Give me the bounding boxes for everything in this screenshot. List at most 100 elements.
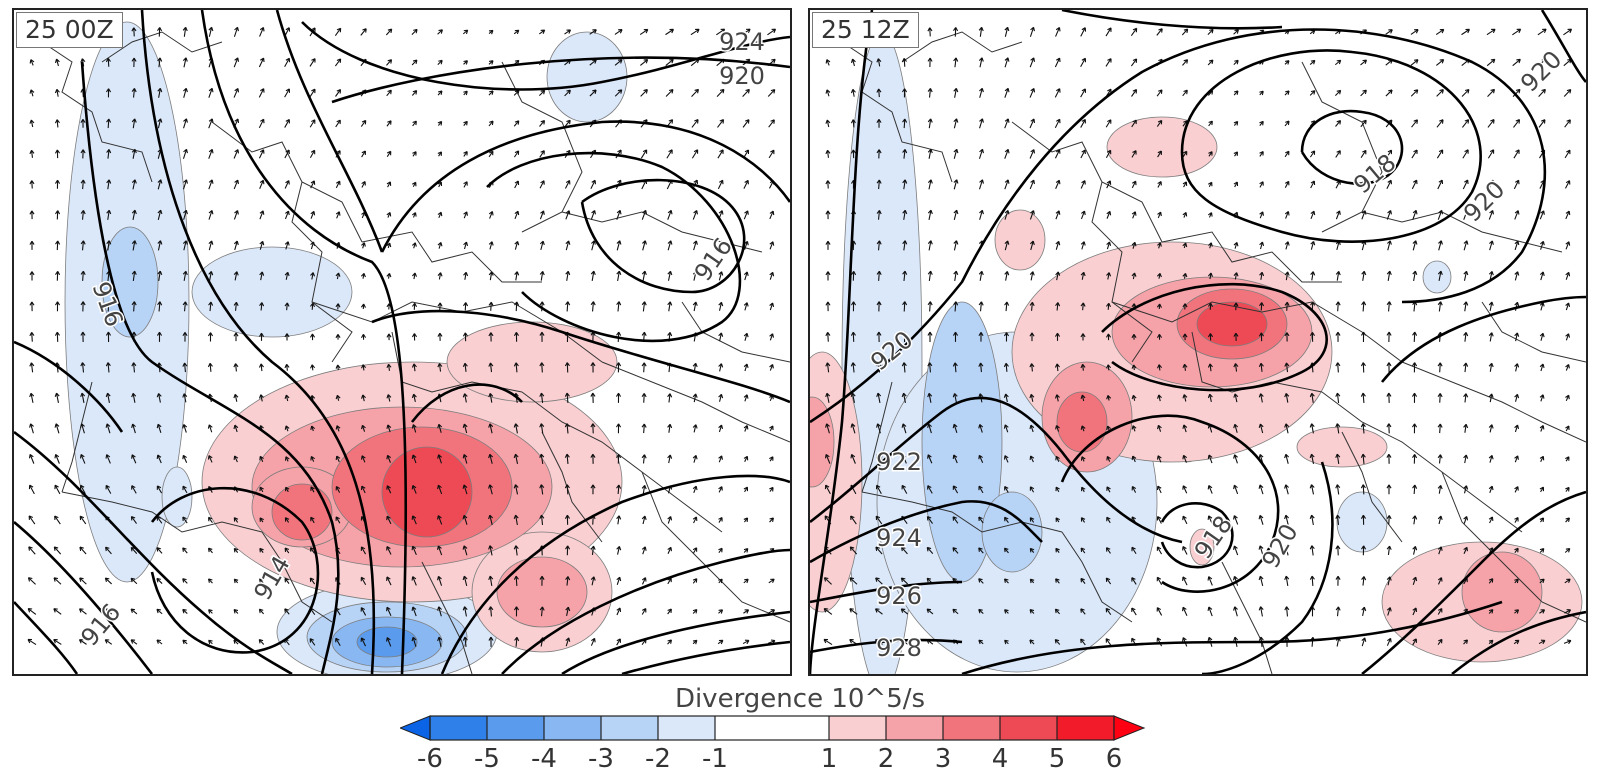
wind-arrow	[156, 393, 162, 403]
wind-arrow	[437, 120, 443, 126]
wind-arrow	[1181, 28, 1189, 36]
wind-arrow	[692, 516, 698, 524]
wind-arrow	[539, 423, 545, 434]
wind-arrow	[565, 270, 571, 281]
wind-arrow	[105, 423, 111, 434]
wind-arrow	[616, 607, 622, 616]
wind-arrow	[1514, 578, 1519, 584]
time-label: 25 12Z	[812, 12, 919, 48]
wind-arrow	[1412, 270, 1418, 282]
wind-arrow	[334, 27, 342, 37]
wind-arrow	[513, 332, 519, 342]
wind-arrow	[411, 363, 417, 372]
wind-arrow	[233, 424, 239, 433]
wind-arrow	[1207, 545, 1213, 556]
wind-arrow	[411, 606, 417, 617]
wind-arrow	[361, 181, 366, 188]
wind-arrow	[1412, 576, 1418, 586]
wind-arrow	[1156, 303, 1162, 310]
wind-arrow	[1335, 575, 1341, 586]
wind-arrow	[1335, 210, 1341, 220]
wind-arrow	[54, 392, 60, 403]
wind-arrow	[1437, 454, 1443, 464]
wind-arrow	[258, 394, 264, 402]
wind-arrow	[259, 486, 264, 493]
wind-arrow	[1386, 270, 1392, 281]
wind-arrow	[952, 608, 959, 615]
wind-arrow	[1157, 211, 1162, 219]
wind-arrow	[1514, 393, 1520, 402]
colorbar-tick-label: 4	[991, 744, 1009, 774]
wind-arrow	[590, 637, 596, 646]
colorbar-tick-label: -6	[417, 744, 443, 774]
wind-arrow	[513, 545, 519, 556]
wind-arrow	[259, 517, 264, 523]
wind-arrow	[1412, 454, 1418, 464]
wind-arrow	[1080, 394, 1086, 402]
colorbar-segment	[658, 716, 715, 740]
wind-arrow	[1080, 363, 1086, 371]
wind-arrow	[29, 89, 35, 97]
wind-arrow	[1284, 423, 1290, 434]
wind-arrow	[27, 608, 37, 615]
wind-arrow	[488, 271, 494, 281]
wind-arrow	[157, 209, 163, 220]
wind-arrow	[463, 90, 468, 96]
colorbar-title: Divergence 10^5/s	[674, 684, 926, 714]
wind-arrow	[1004, 301, 1010, 312]
wind-arrow	[157, 179, 163, 190]
wind-arrow	[824, 453, 831, 464]
wind-arrow	[875, 515, 883, 525]
wind-arrow	[488, 241, 494, 250]
wind-arrow	[1080, 57, 1087, 68]
wind-arrow	[411, 90, 418, 96]
wind-arrow	[538, 89, 546, 97]
wind-arrow	[1207, 515, 1213, 525]
wind-arrow	[641, 454, 647, 464]
wind-arrow	[743, 363, 749, 372]
height-contour	[1180, 49, 1482, 243]
country-border	[841, 41, 953, 183]
wind-arrow	[616, 209, 622, 220]
country-border	[261, 531, 333, 623]
wind-arrow	[258, 57, 265, 68]
country-border	[1441, 471, 1586, 623]
wind-arrow	[1335, 606, 1341, 617]
wind-arrow	[1412, 484, 1418, 495]
wind-arrow	[156, 331, 163, 342]
height-contour	[580, 178, 746, 294]
wind-arrow	[411, 515, 417, 525]
contour-label: 918	[1348, 148, 1401, 199]
wind-arrow	[105, 484, 112, 494]
wind-arrow	[1182, 181, 1188, 188]
wind-arrow	[360, 607, 367, 616]
wind-arrow	[953, 118, 959, 129]
wind-arrow	[183, 87, 188, 98]
wind-arrow	[29, 301, 35, 312]
colorbar-segment	[544, 716, 601, 740]
wind-arrow	[1564, 119, 1571, 128]
wind-arrow	[850, 331, 856, 342]
wind-arrow	[1514, 455, 1519, 463]
wind-arrow	[927, 209, 933, 220]
height-contour	[380, 120, 790, 253]
wind-arrow	[1233, 545, 1239, 556]
wind-arrow	[54, 88, 60, 97]
wind-arrow	[1486, 28, 1496, 36]
wind-arrow	[309, 58, 316, 67]
wind-arrow	[926, 546, 934, 555]
wind-arrow	[1131, 334, 1137, 340]
wind-arrow	[233, 271, 239, 281]
country-border	[861, 381, 893, 493]
wind-arrow	[131, 423, 136, 434]
wind-arrow	[258, 118, 265, 129]
wind-arrow	[1360, 331, 1367, 342]
wind-arrow	[640, 58, 649, 66]
wind-arrow	[1463, 301, 1469, 312]
wind-arrow	[1538, 639, 1546, 645]
wind-arrow	[284, 271, 290, 280]
wind-arrow	[1462, 179, 1469, 190]
wind-arrow	[284, 180, 290, 189]
wind-arrow	[488, 150, 494, 158]
wind-arrow	[259, 240, 265, 250]
